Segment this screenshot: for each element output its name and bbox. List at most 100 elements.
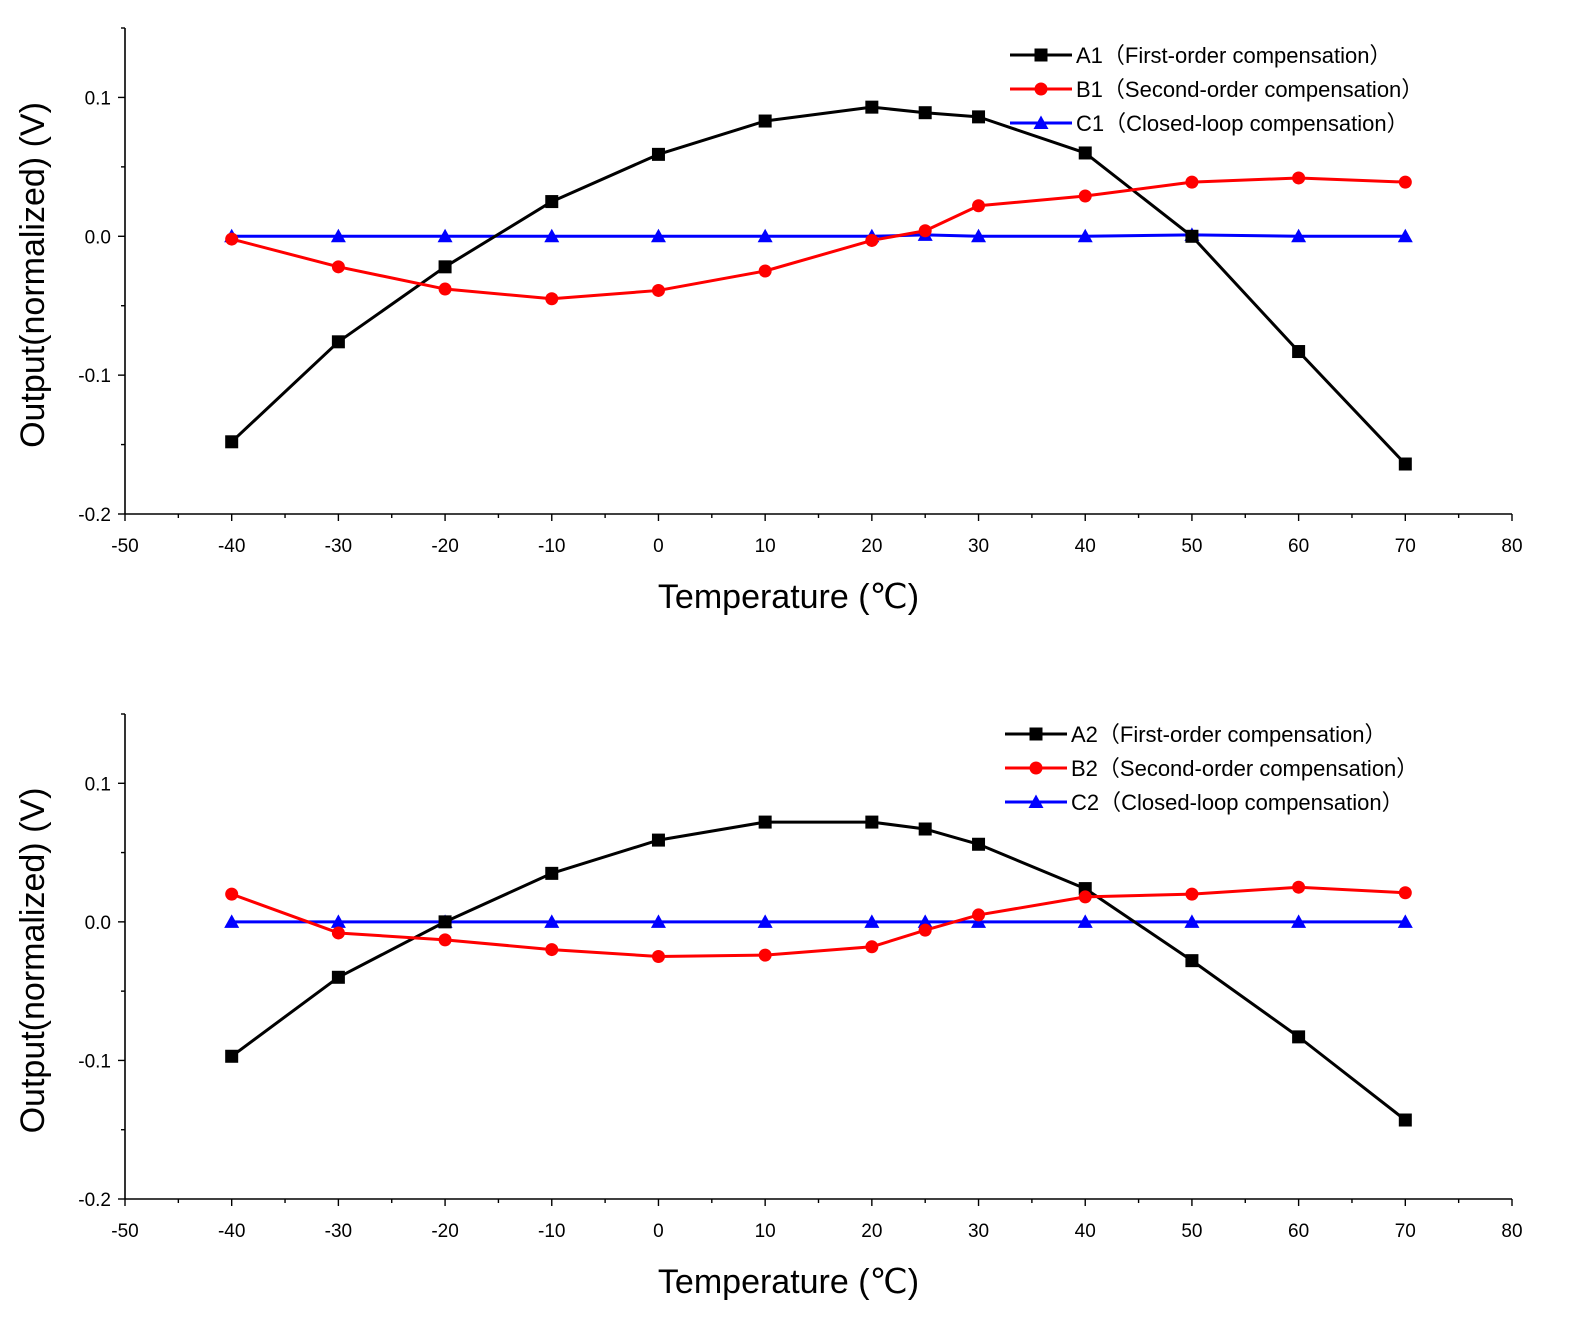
data-point-B1 bbox=[1398, 175, 1412, 189]
x-tick-label: -50 bbox=[111, 1221, 138, 1242]
data-point-C2 bbox=[1077, 914, 1093, 928]
data-point-A2 bbox=[918, 822, 932, 836]
legend-label: A1（First-order compensation） bbox=[1076, 43, 1391, 68]
y-tick-label: -0.1 bbox=[78, 1051, 111, 1072]
data-point-A2 bbox=[972, 837, 986, 851]
data-point-C2 bbox=[1291, 914, 1307, 928]
x-tick-label: -20 bbox=[431, 1221, 458, 1242]
legend-marker bbox=[1029, 727, 1043, 741]
x-axis-title: Temperature (℃) bbox=[658, 578, 919, 616]
data-point-B1 bbox=[438, 282, 452, 296]
y-tick-label: 0.0 bbox=[85, 227, 111, 248]
y-tick-label: -0.2 bbox=[78, 505, 111, 526]
data-point-B2 bbox=[1398, 886, 1412, 900]
x-tick-label: -30 bbox=[325, 536, 352, 557]
data-point-A1 bbox=[1078, 146, 1092, 160]
legend-marker bbox=[1034, 48, 1048, 62]
x-tick-label: 30 bbox=[968, 536, 989, 557]
data-point-C2 bbox=[757, 914, 773, 928]
data-point-A2 bbox=[1185, 954, 1199, 968]
series-line-A2 bbox=[230, 820, 1407, 1122]
data-point-B1 bbox=[918, 224, 932, 238]
data-point-B2 bbox=[1078, 890, 1092, 904]
data-point-C1 bbox=[330, 228, 346, 243]
x-tick-label: 30 bbox=[968, 1221, 989, 1242]
data-point-B1 bbox=[758, 264, 772, 278]
series-line-C1 bbox=[231, 233, 1406, 238]
data-point-B1 bbox=[651, 283, 665, 297]
x-tick-label: 60 bbox=[1288, 1221, 1309, 1242]
data-point-B2 bbox=[1185, 887, 1199, 901]
data-point-B1 bbox=[331, 260, 345, 274]
x-tick-label: 0 bbox=[653, 536, 664, 557]
data-point-A1 bbox=[438, 260, 452, 274]
data-point-C1 bbox=[544, 228, 560, 243]
x-tick-label: 50 bbox=[1181, 536, 1202, 557]
x-tick-label: 80 bbox=[1501, 536, 1522, 557]
legend-marker bbox=[1029, 761, 1043, 775]
y-axis-title: Output(normalized) (V) bbox=[14, 788, 52, 1134]
data-point-A1 bbox=[545, 195, 559, 209]
legend-label: A2（First-order compensation） bbox=[1071, 722, 1386, 747]
chart-panel-2: -50 -40 -30 -20 -10 0 10 20 30 40 50 60 70 80 -0.2 -0.1… bbox=[14, 713, 1523, 1301]
x-axis-title: Temperature (℃) bbox=[658, 1263, 919, 1301]
data-point-C2 bbox=[1397, 914, 1413, 928]
data-point-C1 bbox=[437, 228, 453, 243]
legend-label: B2（Second-order compensation） bbox=[1071, 756, 1418, 781]
y-tick-label: 0.0 bbox=[85, 913, 111, 934]
data-point-B2 bbox=[438, 933, 452, 947]
x-tick-label: 70 bbox=[1395, 1221, 1416, 1242]
data-point-B2 bbox=[758, 948, 772, 962]
data-point-C2 bbox=[864, 914, 880, 928]
chart-panel-1: -50 -40 -30 -20 -10 0 10 20 30 40 50 60 70 80 -0.2 -0.1… bbox=[14, 27, 1523, 616]
x-tick-label: 20 bbox=[861, 1221, 882, 1242]
data-point-A2 bbox=[1292, 1030, 1306, 1044]
data-point-B2 bbox=[918, 923, 932, 937]
legend: A1（First-order compensation） B1（Second-or… bbox=[1010, 43, 1423, 136]
x-tick-label: 70 bbox=[1395, 536, 1416, 557]
data-point-A1 bbox=[651, 147, 665, 161]
data-point-A2 bbox=[331, 970, 345, 984]
data-point-A1 bbox=[1292, 345, 1306, 359]
x-tick-label: -20 bbox=[431, 536, 458, 557]
data-point-B2 bbox=[865, 940, 879, 954]
data-point-B1 bbox=[1185, 175, 1199, 189]
x-tick-label: 50 bbox=[1181, 1221, 1202, 1242]
data-point-B1 bbox=[1292, 171, 1306, 185]
x-tick-label: 10 bbox=[755, 536, 776, 557]
series-line-B1 bbox=[231, 176, 1406, 301]
data-point-A1 bbox=[1398, 457, 1412, 471]
data-point-A1 bbox=[865, 100, 879, 114]
data-point-C1 bbox=[1077, 228, 1093, 243]
y-tick-label: -0.1 bbox=[78, 366, 111, 387]
series-line-A1 bbox=[230, 105, 1407, 466]
data-point-A2 bbox=[438, 915, 452, 929]
legend-label: B1（Second-order compensation） bbox=[1076, 77, 1423, 102]
x-tick-label: 40 bbox=[1075, 1221, 1096, 1242]
data-point-C1 bbox=[971, 228, 987, 243]
y-tick-label: -0.2 bbox=[78, 1190, 111, 1211]
data-point-A1 bbox=[1185, 229, 1199, 243]
legend: A2（First-order compensation） B2（Second-or… bbox=[1005, 722, 1418, 815]
data-point-C1 bbox=[757, 228, 773, 243]
data-point-B1 bbox=[865, 233, 879, 247]
y-tick-label: 0.1 bbox=[85, 88, 111, 109]
data-point-C2 bbox=[544, 914, 560, 928]
x-tick-label: -50 bbox=[111, 536, 138, 557]
data-point-A1 bbox=[918, 106, 932, 120]
x-tick-label: -10 bbox=[538, 536, 565, 557]
data-point-C2 bbox=[650, 914, 666, 928]
data-point-B2 bbox=[331, 926, 345, 940]
x-tick-label: -40 bbox=[218, 536, 245, 557]
x-tick-label: 40 bbox=[1075, 536, 1096, 557]
legend-marker bbox=[1034, 82, 1048, 96]
data-point-B1 bbox=[1078, 189, 1092, 203]
data-point-C2 bbox=[917, 914, 933, 928]
x-tick-label: -30 bbox=[325, 1221, 352, 1242]
x-tick-label: 80 bbox=[1501, 1221, 1522, 1242]
legend-marker bbox=[1033, 115, 1049, 129]
y-tick-label: 0.1 bbox=[85, 774, 111, 795]
data-point-A2 bbox=[225, 1049, 239, 1063]
x-tick-label: 60 bbox=[1288, 536, 1309, 557]
